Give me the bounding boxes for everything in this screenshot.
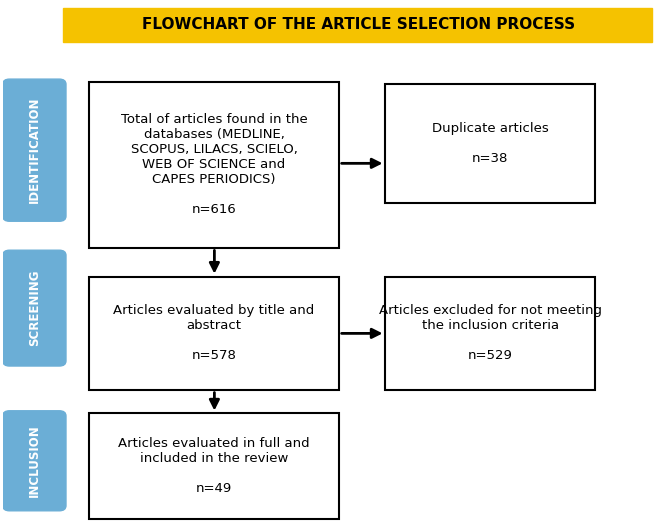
Text: Articles excluded for not meeting
the inclusion criteria

n=529: Articles excluded for not meeting the in… xyxy=(378,304,602,362)
Text: Articles evaluated in full and
included in the review

n=49: Articles evaluated in full and included … xyxy=(118,437,310,495)
Text: IDENTIFICATION: IDENTIFICATION xyxy=(28,97,41,203)
FancyBboxPatch shape xyxy=(62,8,652,42)
Text: Duplicate articles

n=38: Duplicate articles n=38 xyxy=(432,122,549,165)
Text: INCLUSION: INCLUSION xyxy=(28,425,41,497)
Text: Total of articles found in the
databases (MEDLINE,
SCOPUS, LILACS, SCIELO,
WEB O: Total of articles found in the databases… xyxy=(121,113,307,216)
FancyBboxPatch shape xyxy=(89,277,339,390)
Text: FLOWCHART OF THE ARTICLE SELECTION PROCESS: FLOWCHART OF THE ARTICLE SELECTION PROCE… xyxy=(142,18,575,32)
FancyBboxPatch shape xyxy=(3,250,66,366)
Text: SCREENING: SCREENING xyxy=(28,270,41,346)
Text: Articles evaluated by title and
abstract

n=578: Articles evaluated by title and abstract… xyxy=(113,304,315,362)
FancyBboxPatch shape xyxy=(385,85,595,203)
FancyBboxPatch shape xyxy=(89,82,339,247)
FancyBboxPatch shape xyxy=(385,277,595,390)
FancyBboxPatch shape xyxy=(3,411,66,511)
FancyBboxPatch shape xyxy=(3,79,66,221)
FancyBboxPatch shape xyxy=(89,413,339,519)
